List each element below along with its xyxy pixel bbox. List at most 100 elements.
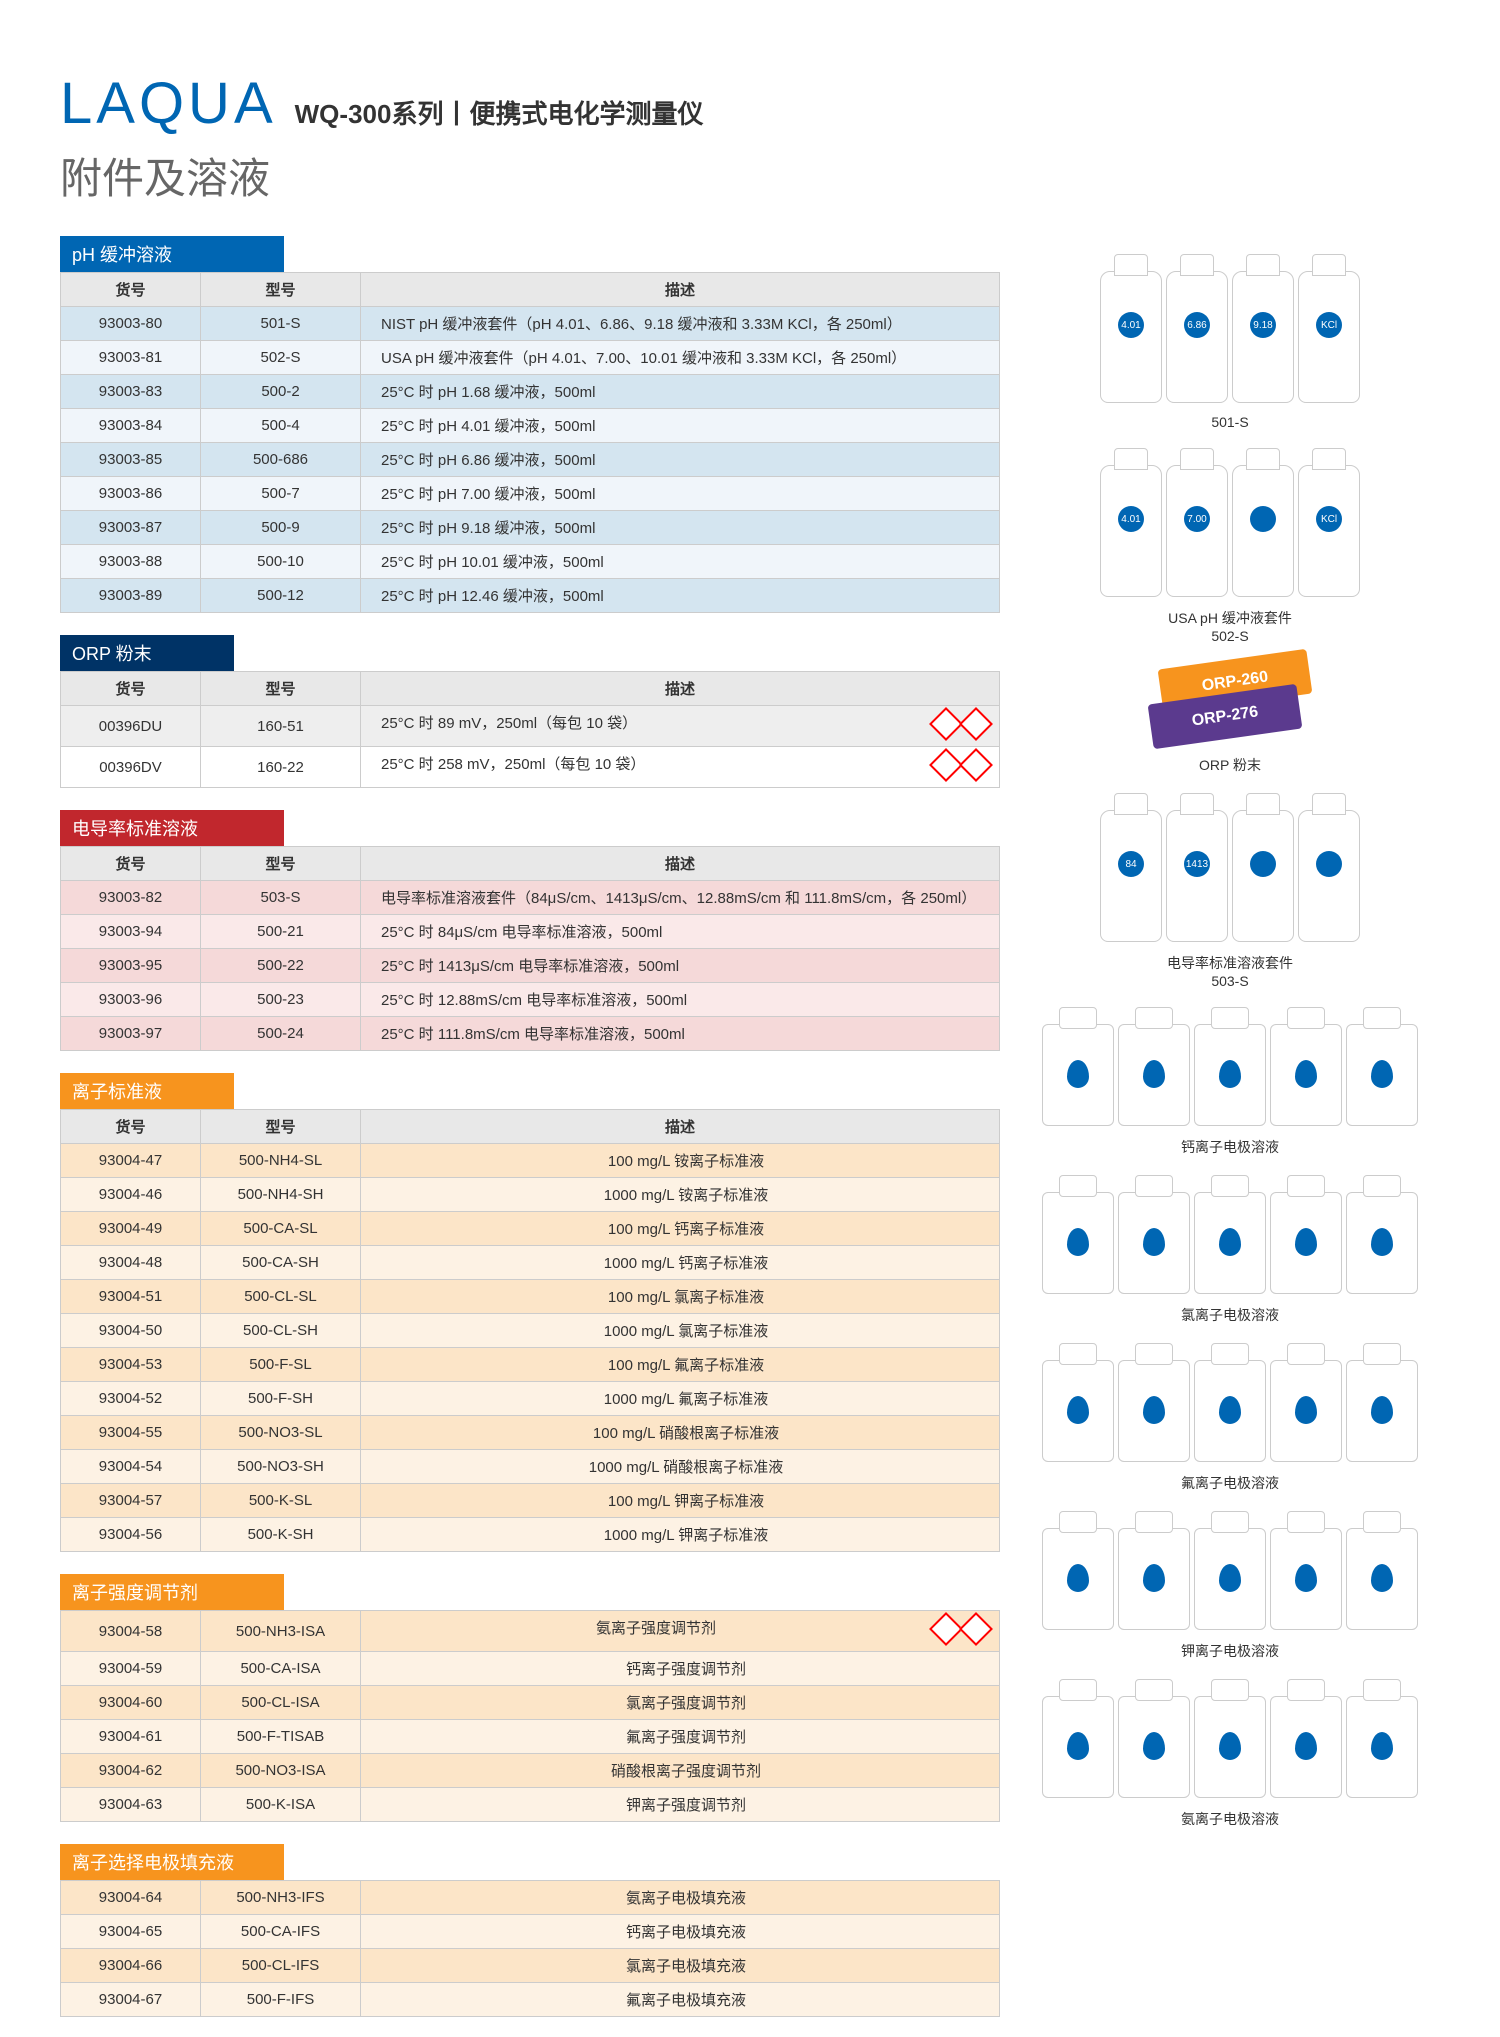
table-cell: 100 mg/L 钾离子标准液: [361, 1484, 1000, 1518]
table-cell: 500-24: [201, 1017, 361, 1051]
table-cell: 93003-87: [61, 511, 201, 545]
product-table: 93004-58500-NH3-ISA氨离子强度调节剂93004-59500-C…: [60, 1610, 1000, 1822]
table-row: 93003-88500-1025°C 时 pH 10.01 缓冲液，500ml: [61, 545, 1000, 579]
table-cell: 100 mg/L 氟离子标准液: [361, 1348, 1000, 1382]
product-image: 钾离子电极溶液: [1030, 1508, 1430, 1661]
table-cell: 93004-55: [61, 1416, 201, 1450]
square-bottle-icon: [1270, 1696, 1342, 1798]
table-row: 93003-87500-925°C 时 pH 9.18 缓冲液，500ml: [61, 511, 1000, 545]
image-caption: ORP 粉末: [1030, 755, 1430, 775]
images-column: 4.016.869.18KCl501-S4.017.00KClUSA pH 缓冲…: [1030, 236, 1430, 2017]
table-cell: 1000 mg/L 钾离子标准液: [361, 1518, 1000, 1552]
table-row: 93003-96500-2325°C 时 12.88mS/cm 电导率标准溶液，…: [61, 983, 1000, 1017]
image-caption: 501-S: [1030, 414, 1430, 430]
table-cell: 500-K-ISA: [201, 1788, 361, 1822]
square-bottle-icon: [1118, 1024, 1190, 1126]
table-cell: 25°C 时 89 mV，250ml（每包 10 袋）: [361, 706, 1000, 747]
section-header: pH 缓冲溶液: [60, 236, 284, 272]
table-cell: 钾离子强度调节剂: [361, 1788, 1000, 1822]
table-cell: 25°C 时 12.88mS/cm 电导率标准溶液，500ml: [361, 983, 1000, 1017]
table-row: 93004-67500-F-IFS氟离子电极填充液: [61, 1983, 1000, 2017]
table-cell: 硝酸根离子强度调节剂: [361, 1754, 1000, 1788]
table-cell: 93003-88: [61, 545, 201, 579]
square-bottle-icon: [1042, 1360, 1114, 1462]
table-cell: 500-23: [201, 983, 361, 1017]
table-cell: 93004-50: [61, 1314, 201, 1348]
table-cell: 93004-47: [61, 1144, 201, 1178]
image-caption: 钾离子电极溶液: [1030, 1641, 1430, 1661]
table-row: 93004-50500-CL-SH1000 mg/L 氯离子标准液: [61, 1314, 1000, 1348]
product-image: 841413电导率标准溶液套件503-S: [1030, 790, 1430, 989]
product-image: 4.017.00KClUSA pH 缓冲液套件502-S: [1030, 445, 1430, 644]
table-row: 93003-83500-225°C 时 pH 1.68 缓冲液，500ml: [61, 375, 1000, 409]
bottle-icon: 7.00: [1166, 465, 1228, 597]
table-cell: 500-CA-SH: [201, 1246, 361, 1280]
section-header: 离子标准液: [60, 1073, 234, 1109]
table-row: 93004-61500-F-TISAB氟离子强度调节剂: [61, 1720, 1000, 1754]
table-row: 93003-84500-425°C 时 pH 4.01 缓冲液，500ml: [61, 409, 1000, 443]
table-row: 93003-97500-2425°C 时 111.8mS/cm 电导率标准溶液，…: [61, 1017, 1000, 1051]
table-row: 93004-53500-F-SL100 mg/L 氟离子标准液: [61, 1348, 1000, 1382]
table-cell: 500-NH4-SH: [201, 1178, 361, 1212]
table-cell: 25°C 时 pH 6.86 缓冲液，500ml: [361, 443, 1000, 477]
hazard-icon: [959, 748, 993, 782]
table-cell: 93004-63: [61, 1788, 201, 1822]
table-cell: 500-F-SL: [201, 1348, 361, 1382]
bottle-icon: 6.86: [1166, 271, 1228, 403]
table-cell: 93004-58: [61, 1611, 201, 1652]
table-cell: 500-K-SL: [201, 1484, 361, 1518]
square-bottle-icon: [1270, 1360, 1342, 1462]
table-cell: 93004-54: [61, 1450, 201, 1484]
col-header: 描述: [361, 672, 1000, 706]
table-row: 93004-62500-NO3-ISA硝酸根离子强度调节剂: [61, 1754, 1000, 1788]
hazard-icon: [929, 707, 963, 741]
table-cell: 500-NH4-SL: [201, 1144, 361, 1178]
product-table: 货号型号描述93003-82503-S电导率标准溶液套件（84μS/cm、141…: [60, 846, 1000, 1051]
table-cell: 93004-52: [61, 1382, 201, 1416]
table-row: 93004-47500-NH4-SL100 mg/L 铵离子标准液: [61, 1144, 1000, 1178]
hazard-icon: [929, 1612, 963, 1646]
table-cell: 93004-48: [61, 1246, 201, 1280]
table-row: 93004-59500-CA-ISA钙离子强度调节剂: [61, 1652, 1000, 1686]
product-image: 氟离子电极溶液: [1030, 1340, 1430, 1493]
table-cell: 500-21: [201, 915, 361, 949]
table-cell: 93004-46: [61, 1178, 201, 1212]
table-cell: 500-12: [201, 579, 361, 613]
table-cell: 93003-97: [61, 1017, 201, 1051]
table-cell: 氟离子强度调节剂: [361, 1720, 1000, 1754]
table-cell: 1000 mg/L 硝酸根离子标准液: [361, 1450, 1000, 1484]
table-row: 93003-80501-SNIST pH 缓冲液套件（pH 4.01、6.86、…: [61, 307, 1000, 341]
square-bottle-icon: [1346, 1024, 1418, 1126]
square-bottle-icon: [1346, 1192, 1418, 1294]
table-cell: 100 mg/L 钙离子标准液: [361, 1212, 1000, 1246]
product-table: 货号型号描述00396DU160-5125°C 时 89 mV，250ml（每包…: [60, 671, 1000, 788]
table-row: 93003-94500-2125°C 时 84μS/cm 电导率标准溶液，500…: [61, 915, 1000, 949]
table-cell: 100 mg/L 氯离子标准液: [361, 1280, 1000, 1314]
col-header: 货号: [61, 847, 201, 881]
table-cell: 500-F-TISAB: [201, 1720, 361, 1754]
table-cell: 1000 mg/L 氯离子标准液: [361, 1314, 1000, 1348]
table-row: 93004-49500-CA-SL100 mg/L 钙离子标准液: [61, 1212, 1000, 1246]
image-caption: 氟离子电极溶液: [1030, 1473, 1430, 1493]
page-subtitle: 附件及溶液: [60, 145, 1500, 206]
table-cell: 93004-67: [61, 1983, 201, 2017]
square-bottle-icon: [1346, 1360, 1418, 1462]
section-header: 电导率标准溶液: [60, 810, 284, 846]
product-image: 4.016.869.18KCl501-S: [1030, 251, 1430, 430]
bottle-icon: KCl: [1298, 271, 1360, 403]
section-header: 离子选择电极填充液: [60, 1844, 284, 1880]
col-header: 型号: [201, 672, 361, 706]
hazard-icon: [929, 748, 963, 782]
table-row: 00396DV160-2225°C 时 258 mV，250ml（每包 10 袋…: [61, 747, 1000, 788]
image-caption: 氨离子电极溶液: [1030, 1809, 1430, 1829]
product-image: 氨离子电极溶液: [1030, 1676, 1430, 1829]
square-bottle-icon: [1346, 1696, 1418, 1798]
hazard-icon: [959, 707, 993, 741]
table-cell: 501-S: [201, 307, 361, 341]
table-cell: 93004-64: [61, 1881, 201, 1915]
table-cell: 氟离子电极填充液: [361, 1983, 1000, 2017]
product-table: 货号型号描述93003-80501-SNIST pH 缓冲液套件（pH 4.01…: [60, 272, 1000, 613]
table-cell: 93003-85: [61, 443, 201, 477]
col-header: 货号: [61, 672, 201, 706]
table-row: 93004-52500-F-SH1000 mg/L 氟离子标准液: [61, 1382, 1000, 1416]
